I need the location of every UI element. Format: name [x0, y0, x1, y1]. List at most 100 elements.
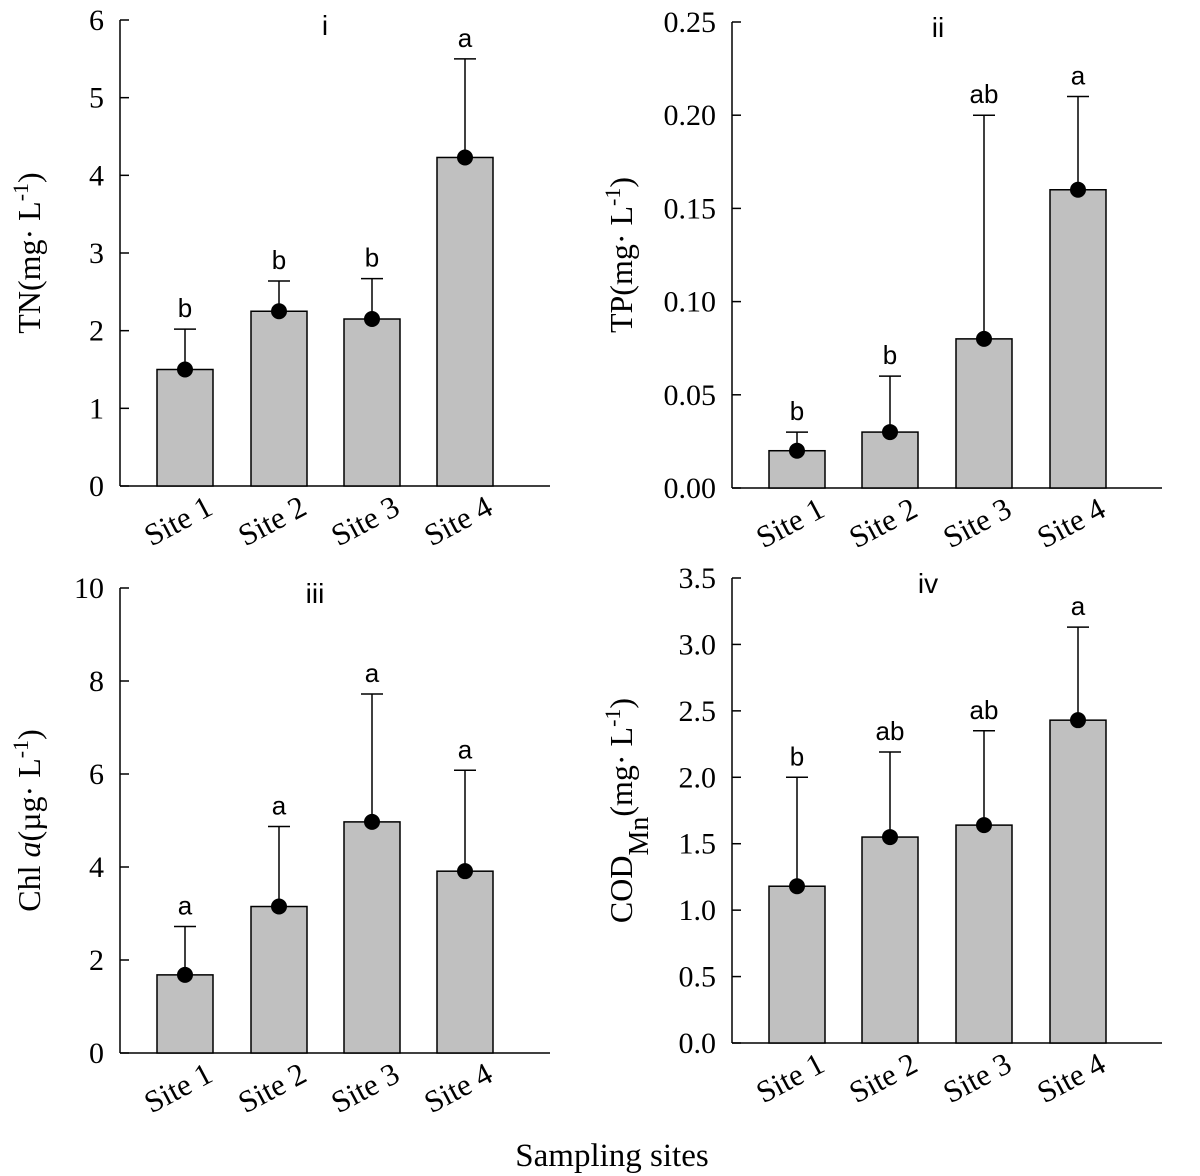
panel-title: iv: [918, 568, 938, 599]
y-tick-label: 10: [74, 572, 104, 605]
significance-letter: b: [272, 245, 286, 275]
category-label: Site 2: [232, 1055, 312, 1119]
significance-letter: ab: [970, 695, 999, 725]
chart-panel-2: 0.00 0.05 0.10 0.15 0.20 0.25 TP(mg· L-1) ii b Si…: [600, 6, 1162, 555]
mean-marker: [976, 330, 992, 347]
significance-letter: b: [365, 243, 379, 273]
category-label: Site 2: [232, 488, 312, 552]
significance-letter: b: [883, 340, 897, 370]
mean-marker: [457, 863, 473, 880]
bar: [955, 338, 1013, 489]
bar: [343, 318, 401, 487]
y-tick-label: 3.5: [679, 562, 717, 595]
mean-marker: [457, 149, 473, 166]
mean-marker: [177, 361, 193, 378]
y-tick-label: 2: [89, 315, 104, 348]
mean-marker: [1070, 712, 1086, 729]
significance-letter: a: [1071, 61, 1086, 91]
category-label: Site 1: [138, 1055, 218, 1119]
category-label: Site 1: [138, 488, 218, 552]
y-tick-label: 1: [89, 392, 104, 425]
mean-marker: [976, 817, 992, 834]
bar: [436, 870, 494, 1054]
mean-marker: [789, 442, 805, 459]
bar: [861, 431, 919, 489]
mean-marker: [364, 311, 380, 328]
category-label: Site 4: [418, 488, 498, 553]
significance-letter: b: [178, 293, 192, 323]
y-tick-label: 0.5: [679, 961, 717, 994]
bar: [156, 974, 214, 1054]
y-tick-label: 4: [89, 159, 104, 192]
mean-marker: [364, 813, 380, 830]
significance-letter: a: [272, 791, 287, 821]
significance-letter: a: [365, 658, 380, 688]
mean-marker: [789, 878, 805, 895]
mean-marker: [271, 303, 287, 320]
bar: [250, 905, 308, 1054]
significance-letter: ab: [876, 716, 905, 746]
panel-title: ii: [932, 12, 944, 43]
category-label: Site 1: [750, 490, 830, 554]
y-tick-label: 2: [89, 944, 104, 977]
y-tick-label: 6: [89, 758, 104, 791]
bar: [436, 156, 494, 487]
bar: [1049, 719, 1107, 1044]
category-label: Site 4: [1031, 1045, 1111, 1110]
y-axis-title: CODMn(mg· L-1): [600, 698, 655, 923]
category-label: Site 2: [843, 490, 923, 554]
y-tick-label: 0: [89, 470, 104, 503]
mean-marker: [271, 898, 287, 915]
category-label: Site 3: [937, 490, 1017, 554]
mean-marker: [882, 829, 898, 846]
y-tick-label: 5: [89, 82, 104, 115]
significance-letter: a: [458, 734, 473, 764]
mean-marker: [882, 424, 898, 441]
y-tick-label: 0.00: [664, 472, 717, 505]
y-tick-label: 3.0: [679, 628, 717, 661]
y-tick-label: 6: [89, 4, 104, 37]
y-tick-label: 2.0: [679, 761, 717, 794]
bar: [768, 885, 826, 1044]
chart-panel-3: 0 2 4 6 8 10 Chl a(µg· L-1) iii a Site 1 a Site 2 a S…: [8, 572, 550, 1120]
chart-panel-1: 0 1 2 3 4 5 6 TN(mg· L-1) i b Site 1 b Site 2 b Site 3…: [8, 4, 550, 553]
y-axis-title: TP(mg· L-1): [600, 177, 640, 333]
y-tick-label: 0.10: [664, 286, 717, 319]
significance-letter: ab: [970, 79, 999, 109]
bar: [1049, 189, 1107, 489]
bar: [343, 821, 401, 1054]
category-label: Site 3: [325, 488, 405, 552]
category-label: Site 1: [750, 1045, 830, 1109]
y-tick-label: 2.5: [679, 695, 717, 728]
y-tick-label: 0.20: [664, 99, 717, 132]
y-tick-label: 3: [89, 237, 104, 270]
mean-marker: [177, 966, 193, 983]
significance-letter: a: [178, 891, 193, 921]
y-tick-label: 1.0: [679, 894, 717, 927]
category-label: Site 3: [325, 1055, 405, 1119]
y-tick-label: 0: [89, 1037, 104, 1070]
category-label: Site 4: [1031, 490, 1111, 555]
y-tick-label: 0.05: [664, 379, 717, 412]
bar: [861, 836, 919, 1044]
category-label: Site 4: [418, 1055, 498, 1120]
y-tick-label: 8: [89, 665, 104, 698]
bar: [955, 824, 1013, 1044]
y-tick-label: 0.0: [679, 1027, 717, 1060]
panel-title: i: [322, 10, 328, 41]
mean-marker: [1070, 181, 1086, 198]
x-axis-title: Sampling sites: [515, 1138, 708, 1174]
bar: [156, 368, 214, 487]
y-axis-title: TN(mg· L-1): [8, 172, 48, 333]
chart-panel-4: 0.0 0.5 1.0 1.5 2.0 2.5 3.0 3.5 CODMn(mg· L-1) iv…: [600, 562, 1162, 1110]
significance-letter: a: [1071, 591, 1086, 621]
y-tick-label: 0.25: [664, 6, 717, 39]
y-tick-label: 1.5: [679, 828, 717, 861]
significance-letter: a: [458, 23, 473, 53]
y-tick-label: 0.15: [664, 192, 717, 225]
bar: [250, 310, 308, 487]
y-axis-title: Chl a(µg· L-1): [8, 729, 48, 912]
category-label: Site 2: [843, 1045, 923, 1109]
category-label: Site 3: [937, 1045, 1017, 1109]
